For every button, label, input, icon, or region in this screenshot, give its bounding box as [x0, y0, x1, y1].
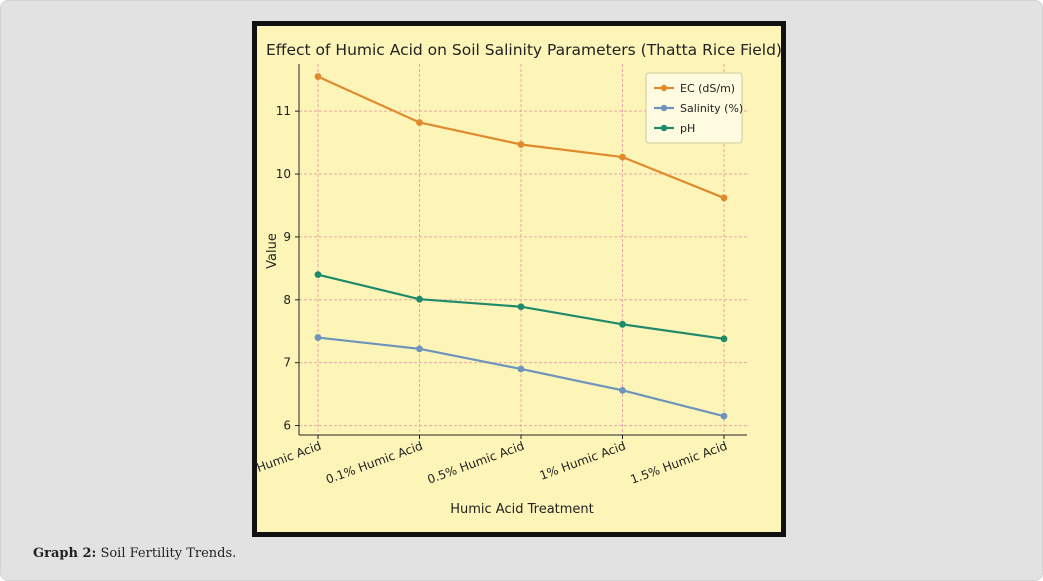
data-point — [720, 335, 728, 343]
data-point — [517, 141, 525, 148]
data-point — [416, 295, 423, 303]
legend-swatch-marker — [660, 84, 668, 92]
y-tick-label: 6 — [283, 419, 291, 433]
y-tick-label: 11 — [276, 104, 291, 118]
figure-caption: Graph 2: Soil Fertility Trends. — [33, 546, 236, 561]
data-point — [314, 334, 322, 341]
caption-text: Soil Fertility Trends. — [100, 546, 237, 561]
y-tick-label: 8 — [283, 293, 291, 307]
data-point — [416, 119, 423, 126]
data-point — [720, 412, 728, 420]
legend-swatch-marker — [660, 104, 668, 112]
caption-label: Graph 2: — [33, 546, 97, 561]
y-axis-title: Value — [265, 233, 280, 269]
data-point — [619, 386, 626, 394]
data-point — [720, 194, 728, 202]
data-point — [517, 365, 525, 373]
y-tick-label: 7 — [283, 356, 291, 370]
chart-figure: 6 7 8 9 10 11 Before Humic Acid 0.1% Humic Acid… — [252, 21, 786, 537]
data-point — [619, 320, 626, 328]
x-axis-title: Humic Acid Treatment — [450, 502, 594, 517]
y-tick-label: 10 — [276, 167, 291, 181]
legend-label: pH — [680, 122, 695, 135]
data-point — [517, 303, 525, 311]
data-point — [619, 153, 626, 161]
legend-label: EC (dS/m) — [680, 82, 735, 95]
legend-swatch-marker — [660, 124, 668, 132]
legend-label: Salinity (%) — [680, 102, 743, 115]
data-point — [416, 345, 423, 353]
data-point — [314, 271, 322, 279]
y-tick-label: 9 — [283, 230, 291, 244]
legend-box — [645, 72, 743, 144]
data-point — [314, 73, 322, 80]
chart-title: Effect of Humic Acid on Soil Salinity Pa… — [266, 41, 782, 59]
